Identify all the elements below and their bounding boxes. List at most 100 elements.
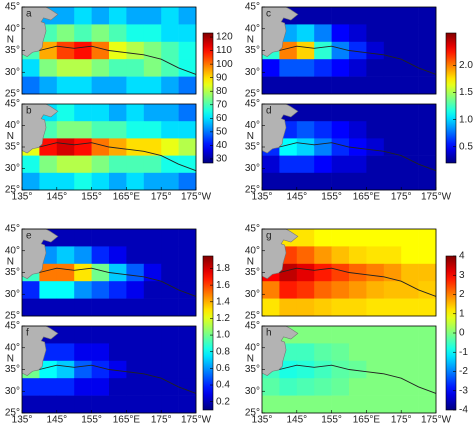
- grid-cell: [401, 343, 419, 362]
- grid-cell: [401, 298, 419, 317]
- grid-cell: [418, 59, 437, 77]
- grid-cell: [22, 395, 40, 414]
- grid-cell: [22, 298, 40, 317]
- grid-cell: [383, 138, 402, 156]
- grid-cell: [161, 104, 179, 122]
- x-tick-label: 135°: [252, 415, 273, 425]
- grid-cell: [314, 281, 332, 299]
- x-tick-label: 135°: [12, 192, 33, 203]
- colorbar-tick-label: 60: [216, 113, 228, 124]
- y-tick-label: 35°: [5, 142, 20, 153]
- grid-cell: [178, 281, 197, 299]
- grid-cell: [91, 104, 110, 122]
- grid-cell: [366, 343, 385, 362]
- grid-cell: [383, 343, 402, 362]
- map-panel: [21, 228, 197, 317]
- grid-cell: [126, 24, 145, 43]
- colorbar: [445, 32, 457, 164]
- colorbar-tick-label: 90: [216, 72, 228, 83]
- grid-cell: [56, 263, 75, 282]
- grid-cell: [279, 76, 298, 95]
- colorbar-tick-label: 1.5: [459, 87, 473, 98]
- grid-cell: [366, 121, 385, 139]
- y-tick-label: 40°: [5, 23, 20, 34]
- grid-cell: [314, 155, 332, 174]
- grid-cell: [143, 298, 162, 317]
- grid-cell: [74, 281, 92, 299]
- panel-label: a: [26, 9, 32, 20]
- grid-cell: [22, 281, 40, 299]
- x-tick-label: 165°E: [353, 192, 381, 203]
- grid-cell: [366, 59, 385, 77]
- grid-cell: [143, 229, 162, 247]
- grid-cell: [401, 378, 419, 396]
- grid-cell: [126, 155, 145, 174]
- grid-cell: [314, 24, 332, 43]
- grid-cell: [296, 343, 315, 362]
- grid-cell: [279, 395, 298, 414]
- y-tick-label: 40°: [5, 120, 20, 131]
- grid-cell: [91, 76, 110, 95]
- colorbar-tick-label: 1.4: [216, 296, 230, 307]
- grid-cell: [418, 298, 437, 317]
- grid-cell: [143, 41, 162, 60]
- grid-cell: [418, 263, 437, 282]
- grid-cell: [109, 59, 127, 77]
- grid-cell: [56, 281, 75, 299]
- grid-cell: [109, 263, 127, 282]
- grid-cell: [91, 155, 110, 174]
- grid-cell: [279, 172, 298, 191]
- grid-cell: [401, 59, 419, 77]
- land: [21, 325, 59, 376]
- y-tick-label: 25°: [5, 408, 20, 419]
- grid-cell: [331, 59, 350, 77]
- grid-cell: [401, 7, 419, 25]
- grid-cell: [418, 281, 437, 299]
- grid-cell: [109, 326, 127, 344]
- grid-cell: [383, 59, 402, 77]
- grid-cell: [401, 76, 419, 95]
- y-tick-label: 25°: [245, 185, 260, 196]
- grid-cell: [126, 395, 145, 414]
- grid-cell: [109, 298, 127, 317]
- grid-cell: [279, 378, 298, 396]
- grid-cell: [56, 378, 75, 396]
- grid-cell: [401, 326, 419, 344]
- grid-cell: [56, 76, 75, 95]
- land: [261, 228, 299, 279]
- grid-cell: [143, 263, 162, 282]
- colorbar-tick-label: 50: [216, 126, 228, 137]
- grid-cell: [143, 172, 162, 191]
- grid-cell: [366, 76, 385, 95]
- grid-cell: [74, 76, 92, 95]
- x-tick-label: 135°: [252, 192, 273, 203]
- grid-cell: [331, 246, 350, 265]
- current-path: [279, 142, 437, 172]
- grid-cell: [74, 104, 92, 122]
- grid-cell: [178, 263, 197, 282]
- current-path: [279, 267, 437, 297]
- grid-cell: [178, 378, 197, 396]
- y-tick-label: 45°: [5, 99, 20, 110]
- grid-cell: [143, 24, 162, 43]
- x-tick-label: 155°: [321, 415, 342, 425]
- grid-cell: [383, 172, 402, 191]
- grid-cell: [331, 7, 350, 25]
- grid-cell: [279, 298, 298, 317]
- grid-cell: [91, 378, 110, 396]
- grid-cell: [126, 281, 145, 299]
- grid-cell: [39, 395, 58, 414]
- grid-cell: [383, 326, 402, 344]
- y-tick-label: 40°: [5, 342, 20, 353]
- grid-cell: [349, 360, 367, 379]
- grid-cell: [296, 263, 315, 282]
- grid-cell: [143, 155, 162, 174]
- x-tick-label: 175°: [151, 415, 172, 425]
- colorbar-tick-label: 2: [459, 289, 465, 300]
- grid-cell: [22, 76, 40, 95]
- grid-cell: [56, 7, 75, 25]
- grid-cell: [178, 360, 197, 379]
- grid-cell: [91, 41, 110, 60]
- y-tick-label: 40°: [245, 342, 260, 353]
- grid-cell: [109, 104, 127, 122]
